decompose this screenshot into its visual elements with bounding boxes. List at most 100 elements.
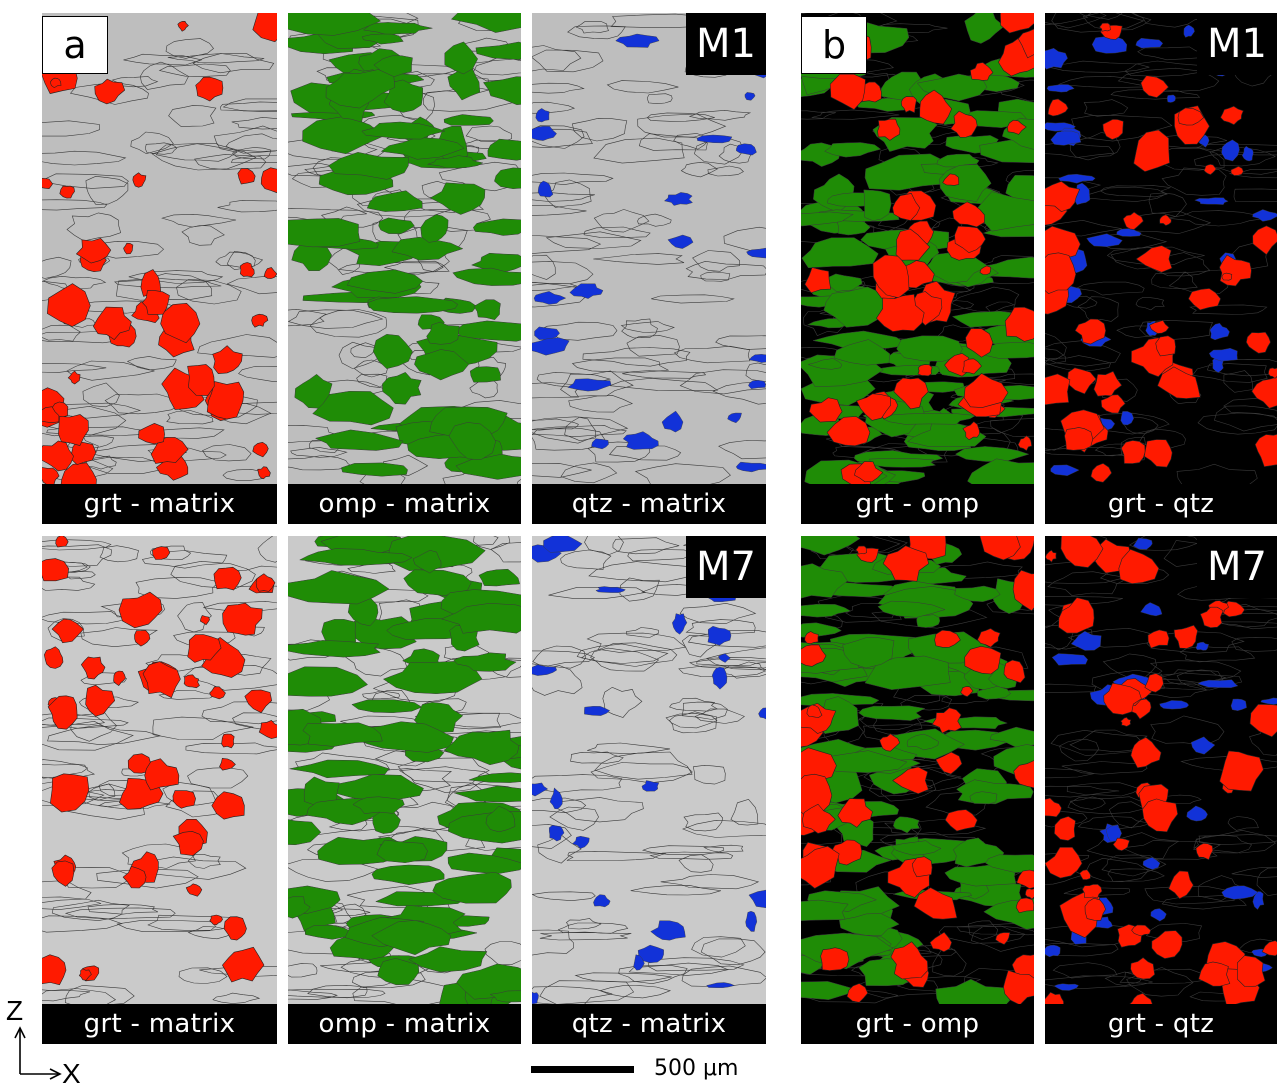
grain-boundary [42,989,91,1002]
grain-boundary [1124,60,1205,77]
grain-boundary [532,82,585,94]
grain-boundary [149,545,192,560]
grain-boundary [178,967,228,984]
omphacite-grain [426,321,460,345]
grain-boundary [1148,192,1187,217]
grain-boundary [626,335,680,357]
grain-boundary [288,308,327,327]
grain-boundary [715,335,766,350]
grain-boundary [532,382,582,399]
grain-boundary [1137,46,1213,61]
panel-m7-qtz-matrix: M7 qtz - matrix [532,536,766,1046]
grain-boundary [594,751,693,780]
garnet-grain [185,883,203,897]
omphacite-grain [448,422,496,460]
grain-boundary [1197,412,1277,435]
grain-boundary [1082,13,1152,31]
quartz-grain [572,835,590,849]
grain-boundary [1045,13,1089,25]
omphacite-grain [346,269,424,294]
garnet-grain [172,830,204,856]
grain-boundary [532,650,596,667]
garnet-grain [142,290,170,316]
grain-boundary [694,136,744,165]
grain-boundary [1231,867,1277,878]
garnet-grain [134,629,151,647]
grain-boundary [1107,868,1165,882]
omphacite-grain [891,840,942,856]
garnet-grain [1025,888,1034,900]
garnet-grain [1015,897,1034,914]
quartz-grain [1050,130,1082,146]
phase-map-m1-grt-qtz [1045,13,1277,484]
grain-boundary [691,936,746,958]
garnet-grain [963,373,1009,408]
grain-boundary [78,695,139,710]
grain-boundary [1045,943,1119,957]
grain-boundary [362,690,400,700]
garnet-grain [1118,548,1160,585]
garnet-grain [979,536,1021,561]
omphacite-grain [801,981,860,1000]
garnet-grain [1045,181,1081,212]
omphacite-grain [408,946,488,973]
grain-boundary [970,925,1034,952]
omphacite-grain [288,896,311,919]
garnet-grain [1003,970,1034,1004]
garnet-grain [1237,955,1266,987]
garnet-grain [895,228,931,261]
quartz-grain [727,412,742,424]
grain-boundary [42,561,88,574]
grain-boundary [170,560,256,590]
garnet-grain [900,96,917,114]
grain-boundary [549,806,599,831]
omphacite-grain [824,142,882,158]
grain-boundary [128,270,224,284]
omphacite-grain [807,358,843,370]
quartz-grain [1221,139,1240,162]
grain-boundary [320,206,384,228]
grain-boundary [685,260,766,280]
omphacite-grain [429,182,486,215]
garnet-grain [802,803,836,834]
grain-boundary [669,697,718,712]
grain-boundary [46,426,153,436]
omphacite-grain [453,652,517,672]
quartz-grain [593,894,611,908]
grain-boundary [69,82,149,105]
grain-boundary [288,425,340,444]
garnet-grain [122,866,147,889]
garnet-grain [1112,837,1130,852]
omphacite-grain [351,699,423,713]
phase-map-m7-qtz-matrix [532,536,766,1004]
omphacite-grain [954,585,1001,602]
omphacite-grain [382,371,422,405]
grain-boundary [166,410,214,425]
garnet-grain [219,757,236,771]
garnet-grain [222,946,265,983]
omphacite-grain [801,536,861,556]
garnet-grain [132,172,147,188]
garnet-grain [212,345,243,375]
omphacite-grain [352,796,405,814]
garnet-grain [876,293,925,332]
grain-boundary [900,695,953,711]
grain-boundary [158,690,217,700]
omphacite-grain [288,819,322,846]
grain-boundary [167,53,265,64]
grain-boundary [1101,854,1167,877]
grain-boundary [82,382,120,408]
garnet-grain [222,602,263,636]
grain-boundary [1126,967,1194,997]
quartz-grain [746,247,766,259]
omphacite-grain [906,733,939,751]
omphacite-grain [288,218,361,248]
grain-boundary [532,824,572,849]
grain-boundary [532,49,604,73]
grain-boundary [1045,13,1107,29]
garnet-grain [1245,331,1271,354]
quartz-grain [532,126,557,141]
garnet-grain [195,76,224,102]
garnet-grain [837,798,873,828]
grain-boundary [1067,627,1166,648]
